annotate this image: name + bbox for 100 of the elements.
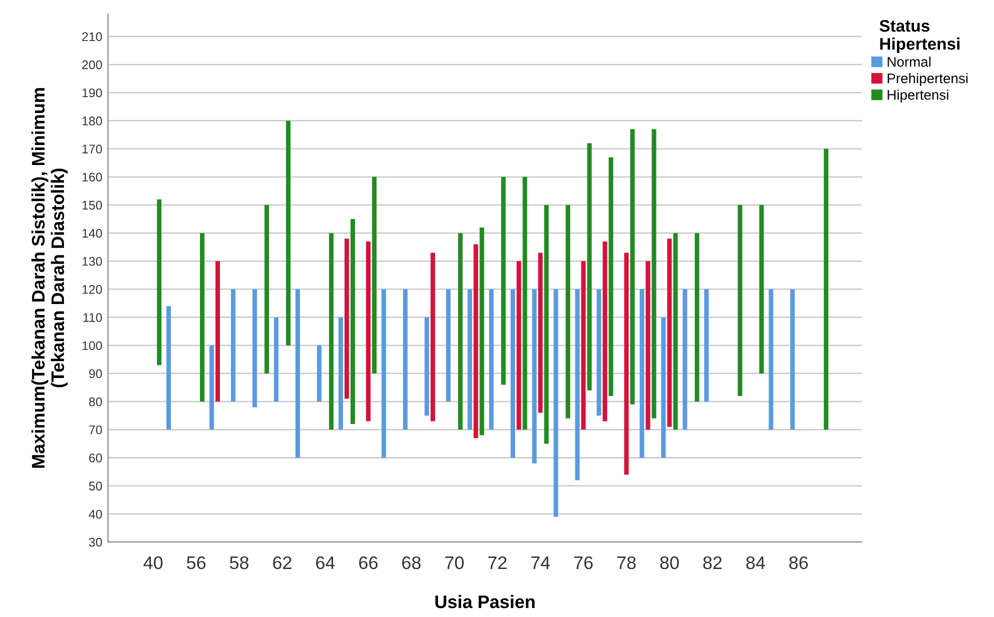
y-tick-label: 130: [82, 256, 102, 266]
bar: [661, 317, 666, 458]
bar: [264, 204, 270, 374]
legend-label: Hipertensi: [888, 90, 948, 103]
bar: [704, 289, 709, 402]
y-tick-label: 70: [89, 425, 102, 434]
x-tick-label: 86: [789, 556, 808, 570]
bar: [824, 148, 828, 430]
y-tick-label: 120: [82, 285, 102, 294]
x-tick-label: 74: [531, 556, 550, 569]
y-tick-label: 140: [82, 228, 102, 238]
bar: [673, 233, 678, 430]
bar: [596, 289, 602, 416]
bar: [366, 241, 371, 422]
bar: [446, 289, 451, 402]
bar: [501, 176, 506, 385]
bar: [430, 252, 436, 422]
bar: [344, 238, 350, 399]
bar: [316, 345, 322, 402]
bar: [403, 289, 408, 430]
x-tick-label: 82: [703, 556, 722, 570]
x-tick-label: 58: [230, 556, 248, 570]
x-tick-label: 68: [402, 556, 421, 570]
bar: [544, 204, 549, 444]
bar: [382, 289, 386, 458]
bar: [286, 120, 291, 346]
bar: [489, 289, 494, 430]
legend-label: Prehipertensi: [888, 73, 968, 86]
bar: [295, 289, 300, 458]
y-tick-label: 150: [82, 200, 102, 210]
bar: [554, 289, 558, 517]
y-tick-label: 100: [82, 341, 102, 350]
bar: [667, 238, 672, 427]
bar: [372, 176, 377, 374]
y-tick-label: 60: [89, 454, 102, 462]
bar: [738, 204, 742, 396]
bar: [566, 204, 570, 418]
bar: [624, 252, 629, 475]
bar: [468, 289, 472, 430]
x-tick-label: 56: [186, 556, 206, 570]
bar: [646, 261, 650, 430]
bar: [694, 233, 700, 402]
y-tick-label: 170: [82, 144, 102, 154]
y-tick-label: 30: [89, 538, 102, 547]
legend-label: Normal: [888, 56, 930, 67]
x-tick-label: 76: [574, 556, 593, 570]
y-tick-label: 110: [83, 313, 102, 322]
bar: [768, 289, 774, 430]
bar: [516, 261, 522, 430]
x-tick-label: 84: [746, 556, 766, 570]
bar: [790, 289, 795, 430]
bar: [630, 129, 635, 404]
x-tick-label: 40: [144, 556, 163, 570]
y-tick-label: 50: [89, 482, 102, 490]
bar: [166, 306, 171, 430]
bar: [252, 289, 257, 408]
y-tick-label: 40: [88, 510, 102, 519]
bar: [538, 252, 543, 413]
x-tick-label: 62: [273, 556, 292, 570]
x-tick-label: 72: [488, 556, 507, 569]
y-axis-title: Maximum(Tekanan Darah Sistolik), Minimum (Tekanan Darah Diastolik): [31, 88, 68, 468]
bar: [652, 129, 656, 418]
bar: [350, 219, 356, 424]
bar: [338, 317, 344, 430]
bar: [581, 261, 586, 430]
y-tick-label: 210: [82, 32, 102, 42]
y-tick-label: 180: [82, 116, 102, 126]
bar: [329, 233, 334, 430]
x-tick-label: 64: [316, 556, 335, 570]
y-tick-label: 80: [89, 397, 102, 406]
bar: [608, 157, 614, 396]
bar: [480, 227, 484, 436]
y-tick-label: 190: [82, 88, 102, 98]
x-tick-label: 66: [359, 556, 378, 570]
bar: [640, 289, 644, 458]
y-tick-label: 90: [89, 369, 102, 378]
bar: [532, 289, 537, 464]
bar: [575, 289, 580, 480]
y-tick-label: 200: [82, 60, 102, 70]
bar: [458, 233, 463, 430]
bar: [682, 289, 688, 430]
bar: [424, 317, 430, 416]
bar: [209, 345, 214, 430]
bar: [759, 204, 764, 374]
bar: [602, 241, 608, 422]
bar: [200, 233, 204, 402]
bar: [510, 289, 516, 458]
bar: [230, 289, 236, 402]
bar: [522, 176, 528, 430]
y-tick-label: 160: [82, 172, 102, 182]
bar: [587, 143, 592, 390]
x-axis-title: Usia Pasien: [435, 594, 535, 608]
x-tick-label: 78: [617, 556, 636, 570]
legend-title: Status Hipertensi: [880, 20, 960, 54]
bar: [274, 317, 278, 402]
x-tick-label: 70: [445, 556, 464, 570]
bar: [215, 261, 220, 402]
x-tick-label: 80: [660, 556, 679, 570]
bar: [156, 199, 162, 366]
bar: [474, 244, 478, 438]
